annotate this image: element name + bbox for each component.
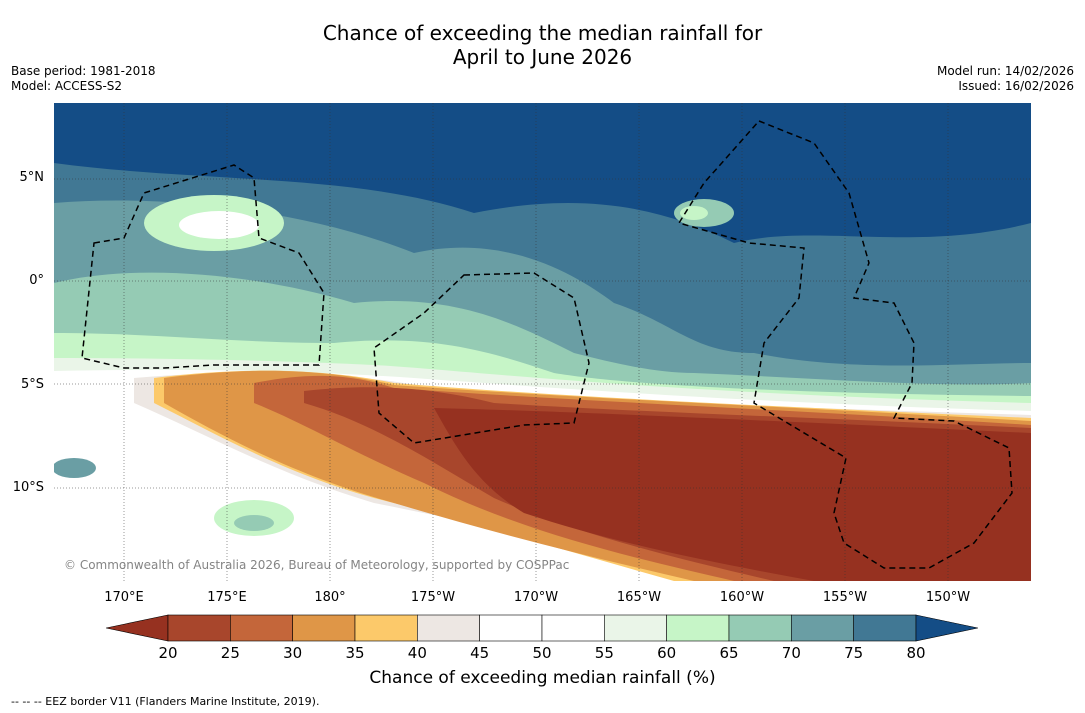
- eez-kiribati-gilbert: [81, 164, 325, 369]
- colorbar-segment: [728, 614, 792, 642]
- colorbar-tick-label: 30: [283, 644, 303, 662]
- colorbar-segment: [354, 614, 418, 642]
- meta-left: Base period: 1981-2018 Model: ACCESS-S2: [11, 64, 156, 94]
- colorbar-tick-label: 80: [906, 644, 926, 662]
- eez-kiribati-phoenix: [373, 272, 590, 444]
- colorbar-segment: [479, 614, 543, 642]
- colorbar-tick-label: 60: [657, 644, 677, 662]
- lon-label-175e: 175°E: [207, 590, 247, 605]
- colorbar-tick-label: 25: [220, 644, 240, 662]
- wet-patch-west-core: [179, 211, 259, 239]
- lat-label-10s: 10°S: [12, 480, 44, 495]
- colorbar-tick-label: 70: [781, 644, 801, 662]
- wet-patch-sw: [54, 458, 96, 478]
- colorbar-segment: [604, 614, 667, 642]
- eez-borders: [81, 120, 1013, 569]
- eez-kiribati-line: [677, 120, 1013, 569]
- colorbar-tick-label: 65: [719, 644, 739, 662]
- dry-patch-south-core: [234, 515, 274, 531]
- colorbar-tick-label: 45: [470, 644, 490, 662]
- graticule: [54, 103, 1031, 581]
- lon-label-175w: 175°W: [410, 590, 456, 605]
- colorbar-tick-label: 40: [407, 644, 427, 662]
- wet-patch-east-core: [680, 206, 708, 220]
- colorbar-segment: [292, 614, 356, 642]
- rainfall-map: [54, 103, 1031, 581]
- base-period: Base period: 1981-2018: [11, 64, 156, 78]
- colorbar-segment: [541, 614, 605, 642]
- lon-label-180: 180°: [314, 590, 346, 605]
- colorbar-tick-label: 35: [345, 644, 365, 662]
- model-run: Model run: 14/02/2026: [936, 64, 1074, 78]
- lon-label-165w: 165°W: [616, 590, 662, 605]
- colorbar-tick-label: 20: [158, 644, 178, 662]
- copyright-notice: © Commonwealth of Australia 2026, Bureau…: [64, 558, 570, 572]
- colorbar: [106, 614, 978, 642]
- map-title-line2: April to June 2026: [452, 45, 633, 69]
- colorbar-tick-label: 50: [532, 644, 552, 662]
- eez-footnote: -- -- -- EEZ border V11 (Flanders Marine…: [11, 695, 320, 708]
- model-name: Model: ACCESS-S2: [11, 79, 123, 93]
- map-title: Chance of exceeding the median rainfall …: [0, 21, 1085, 69]
- colorbar-segment: [791, 614, 854, 642]
- lat-label-0: 0°: [29, 273, 44, 288]
- lat-label-5s: 5°S: [20, 377, 44, 392]
- lat-label-5n: 5°N: [19, 170, 45, 185]
- colorbar-segment: [853, 614, 917, 642]
- band-20: [434, 408, 1031, 581]
- colorbar-tick-label: 55: [594, 644, 614, 662]
- colorbar-segment: [666, 614, 730, 642]
- lon-label-150w: 150°W: [925, 590, 971, 605]
- lon-label-170e: 170°E: [104, 590, 144, 605]
- lon-label-170w: 170°W: [513, 590, 559, 605]
- colorbar-title: Chance of exceeding median rainfall (%): [369, 668, 716, 688]
- colorbar-extend-high: [915, 614, 978, 642]
- map-title-line1: Chance of exceeding the median rainfall …: [322, 21, 763, 45]
- colorbar-segment: [230, 614, 293, 642]
- lon-label-155w: 155°W: [822, 590, 868, 605]
- issued-date: Issued: 16/02/2026: [958, 79, 1074, 93]
- meta-right: Model run: 14/02/2026 Issued: 16/02/2026: [937, 64, 1074, 94]
- colorbar-tick-label: 75: [844, 644, 864, 662]
- lon-label-160w: 160°W: [719, 590, 765, 605]
- colorbar-segment: [167, 614, 231, 642]
- colorbar-segment: [417, 614, 480, 642]
- colorbar-extend-low: [106, 614, 169, 642]
